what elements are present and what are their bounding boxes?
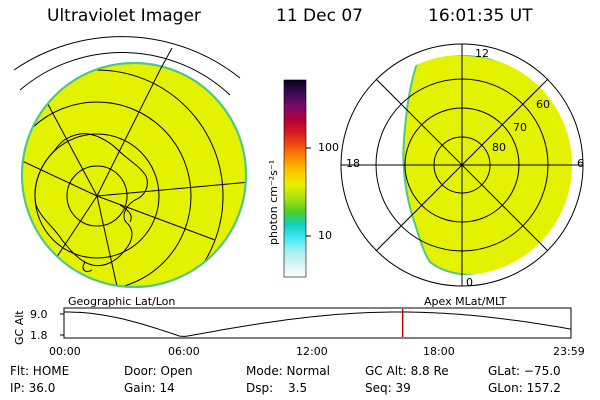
magnetic-grid	[341, 44, 583, 286]
geographic-outer-arcs	[13, 36, 241, 96]
coastline	[119, 204, 132, 223]
lon-line	[96, 181, 246, 197]
mlat-label-70: 70	[513, 121, 527, 134]
lon-line	[96, 195, 121, 287]
timeline-xtick: 23:59	[553, 345, 585, 358]
timeline-xtick: 06:00	[168, 345, 200, 358]
info-mode: Mode: Normal	[246, 364, 330, 378]
altitude-curve	[64, 311, 572, 337]
lon-line	[22, 159, 98, 197]
colorbar-label-10: 10	[318, 229, 332, 242]
geographic-edge	[21, 62, 247, 288]
magnetic-panel-label: Apex MLat/MLT	[424, 295, 507, 308]
mlt-label-18: 18	[346, 157, 360, 170]
mlt-label-6: 6	[577, 157, 584, 170]
time-label: 16:01:35 UT	[428, 6, 533, 26]
lat-circle	[66, 165, 128, 227]
colorbar-label-100: 100	[318, 141, 339, 154]
mlt-label-12: 12	[475, 47, 489, 60]
info-dsp-label: Dsp:	[246, 381, 274, 395]
timeline-ytick-1: 1.8	[30, 329, 48, 342]
timeline-ytick-9: 9.0	[30, 308, 48, 321]
lat-circle	[22, 101, 192, 287]
timeline-xtick: 12:00	[296, 345, 328, 358]
info-seq: Seq: 39	[365, 381, 411, 395]
lon-line	[96, 69, 161, 197]
info-dsp-value: 3.5	[288, 381, 308, 395]
info-glat: GLat: −75.0	[488, 364, 561, 378]
info-gain: Gain: 14	[124, 381, 175, 395]
info-glon: GLon: 157.2	[488, 381, 561, 395]
info-ip: IP: 36.0	[10, 381, 56, 395]
timeline-ylabel: GC Alt	[13, 310, 26, 345]
coastline	[82, 261, 93, 273]
mlat-label-80: 80	[492, 141, 506, 154]
info-flight: Flt: HOME	[10, 364, 70, 378]
instrument-title: Ultraviolet Imager	[47, 6, 201, 26]
timeline-xtick: 18:00	[423, 345, 455, 358]
info-door: Door: Open	[124, 364, 193, 378]
mlt-label-0: 0	[466, 276, 473, 289]
geographic-panel-label: Geographic Lat/Lon	[68, 295, 176, 308]
mlt-line	[375, 78, 549, 252]
timeline-frame	[63, 307, 572, 339]
lon-line	[96, 195, 216, 241]
timeline-xtick: 00:00	[49, 345, 81, 358]
mlat-label-60: 60	[536, 98, 550, 111]
date-label: 11 Dec 07	[276, 6, 363, 26]
info-gc-alt: GC Alt: 8.8 Re	[365, 364, 449, 378]
colorbar	[283, 79, 307, 278]
coastline	[34, 133, 148, 267]
